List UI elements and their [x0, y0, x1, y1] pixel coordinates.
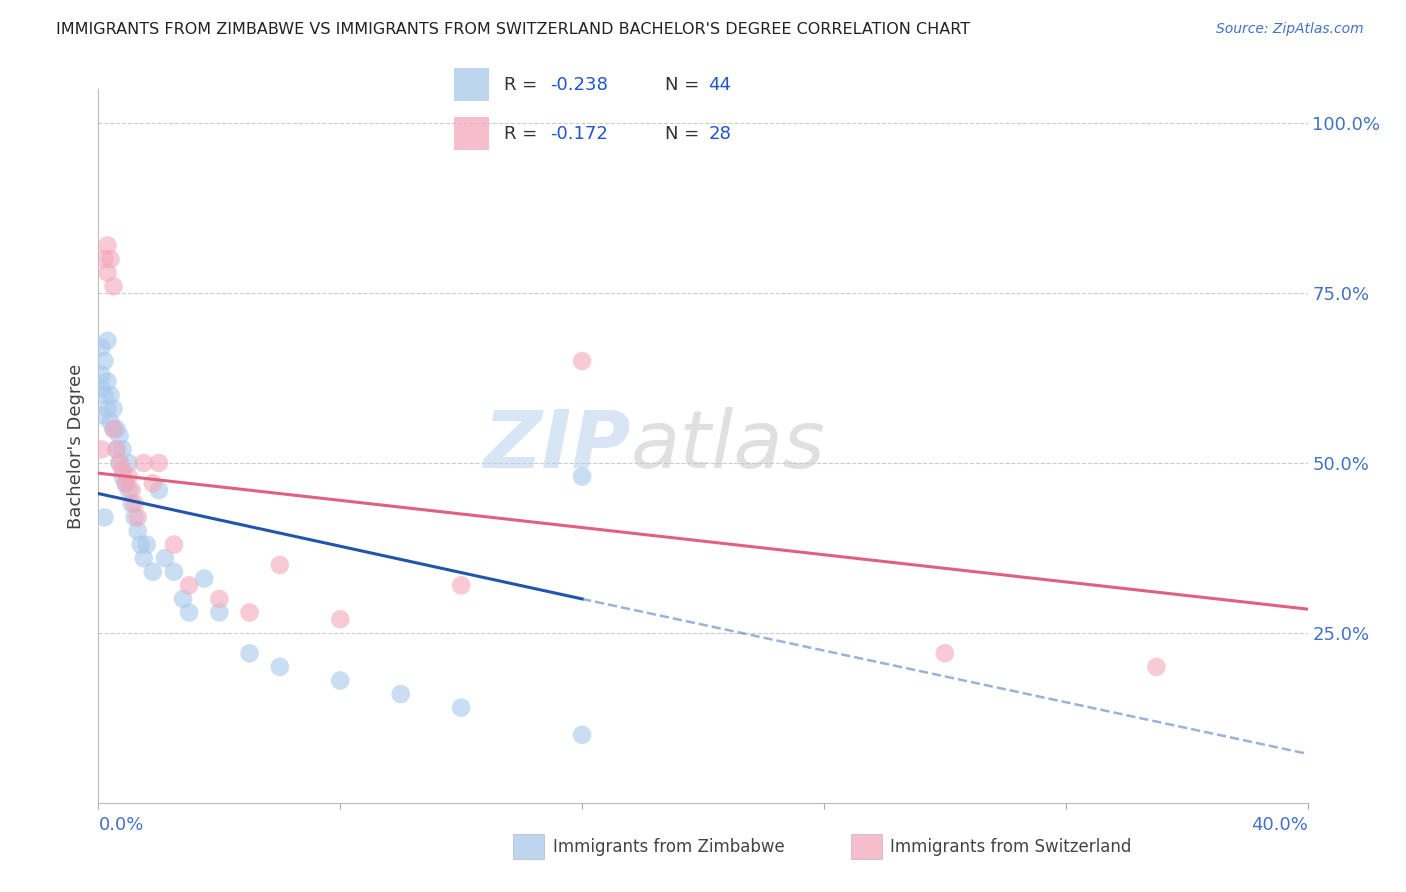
Text: -0.172: -0.172 [551, 125, 609, 143]
Point [93, 388, 115, 402]
Point [93, 252, 115, 266]
Point [269, 660, 291, 674]
Point [571, 728, 593, 742]
Text: 0.0%: 0.0% [98, 816, 143, 834]
Point [450, 578, 472, 592]
Point [193, 572, 215, 586]
Point [93, 354, 115, 368]
Point [114, 476, 136, 491]
Point [96, 238, 118, 252]
Point [100, 388, 122, 402]
Point [93, 510, 115, 524]
Point [96, 375, 118, 389]
Text: N =: N = [665, 125, 706, 143]
Text: 40.0%: 40.0% [1251, 816, 1308, 834]
Point [90, 442, 112, 457]
Point [96, 401, 118, 416]
Point [108, 456, 131, 470]
Point [103, 401, 125, 416]
Point [96, 266, 118, 280]
Point [90, 341, 112, 355]
Point [142, 565, 165, 579]
Point [142, 476, 165, 491]
Point [148, 456, 170, 470]
Point [129, 537, 152, 551]
Point [118, 456, 141, 470]
Point [90, 409, 112, 423]
Point [329, 612, 352, 626]
Point [934, 646, 956, 660]
Point [127, 524, 149, 538]
Point [100, 415, 122, 429]
Point [179, 606, 201, 620]
Text: ZIP: ZIP [484, 407, 630, 485]
Point [103, 422, 125, 436]
Point [208, 606, 231, 620]
Point [105, 442, 128, 457]
Point [269, 558, 291, 572]
Point [111, 442, 134, 457]
Text: Immigrants from Zimbabwe: Immigrants from Zimbabwe [553, 838, 785, 855]
Text: N =: N = [665, 76, 706, 94]
Point [103, 279, 125, 293]
Text: atlas: atlas [630, 407, 825, 485]
Point [111, 469, 134, 483]
Point [389, 687, 412, 701]
Point [108, 429, 131, 443]
Point [450, 700, 472, 714]
Point [100, 252, 122, 266]
Point [179, 578, 201, 592]
Point [163, 565, 186, 579]
Bar [454, 69, 489, 101]
Point [105, 442, 128, 457]
Point [132, 456, 155, 470]
Bar [454, 118, 489, 150]
Point [108, 456, 131, 470]
Point [127, 510, 149, 524]
Point [96, 334, 118, 348]
Text: R =: R = [503, 125, 543, 143]
Point [135, 537, 157, 551]
Point [329, 673, 352, 688]
Point [118, 469, 141, 483]
Text: IMMIGRANTS FROM ZIMBABWE VS IMMIGRANTS FROM SWITZERLAND BACHELOR'S DEGREE CORREL: IMMIGRANTS FROM ZIMBABWE VS IMMIGRANTS F… [56, 22, 970, 37]
Point [121, 497, 143, 511]
Text: Immigrants from Switzerland: Immigrants from Switzerland [890, 838, 1132, 855]
Point [172, 591, 194, 606]
Point [90, 381, 112, 395]
Point [111, 463, 134, 477]
Text: -0.238: -0.238 [551, 76, 609, 94]
Point [114, 476, 136, 491]
Point [163, 537, 186, 551]
Point [208, 591, 231, 606]
Text: Source: ZipAtlas.com: Source: ZipAtlas.com [1216, 22, 1364, 37]
Point [239, 606, 262, 620]
Point [239, 646, 262, 660]
Point [1144, 660, 1167, 674]
Point [105, 422, 128, 436]
Point [118, 483, 141, 498]
Point [153, 551, 176, 566]
Point [571, 354, 593, 368]
Point [571, 469, 593, 483]
Text: R =: R = [503, 76, 543, 94]
Text: 44: 44 [709, 76, 731, 94]
Point [124, 497, 146, 511]
Point [90, 368, 112, 382]
Point [124, 510, 146, 524]
Text: 28: 28 [709, 125, 731, 143]
Point [103, 422, 125, 436]
Point [121, 483, 143, 498]
Point [132, 551, 155, 566]
Y-axis label: Bachelor's Degree: Bachelor's Degree [66, 363, 84, 529]
Point [148, 483, 170, 498]
